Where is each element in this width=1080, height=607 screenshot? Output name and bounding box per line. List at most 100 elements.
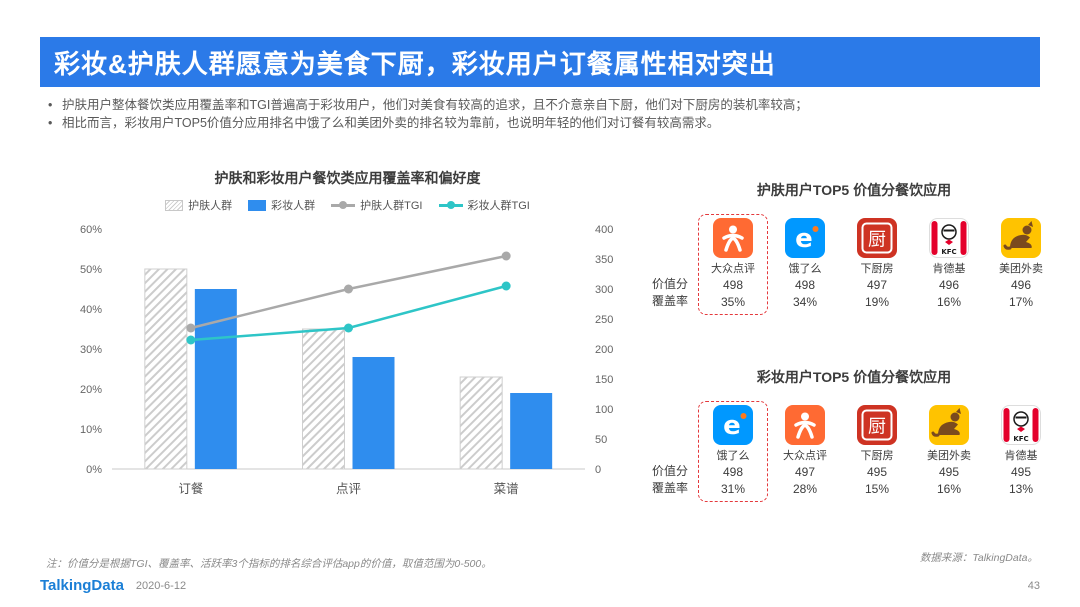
- right-axis-tick: 350: [595, 254, 613, 266]
- app-name: 下厨房: [860, 263, 894, 275]
- app-card-xiachufang: 厨下厨房 497 19%: [842, 214, 912, 315]
- xiachufang-icon: 厨: [857, 405, 897, 445]
- coverage-row-label: 覆盖率: [652, 294, 689, 308]
- eleme-icon: e: [785, 218, 825, 258]
- app-name: 肯德基: [1004, 450, 1038, 462]
- left-axis-tick: 40%: [80, 304, 102, 316]
- apps-list: e 饿了么 498 31% 大众点评 497 28% 厨下厨房 495 15% 美团外卖 495 16%…: [698, 401, 1056, 502]
- app-coverage: 17%: [1008, 295, 1034, 309]
- app-score: 497: [866, 278, 888, 292]
- app-coverage: 28%: [792, 482, 818, 496]
- app-score: 498: [722, 465, 744, 479]
- legend-item: 护肤人群: [165, 197, 232, 213]
- app-coverage: 16%: [936, 482, 962, 496]
- left-axis-tick: 0%: [86, 464, 102, 476]
- top5-makeup-panel: 彩妆用户TOP5 价值分餐饮应用 价值分 覆盖率 e 饿了么 498 31% 大众点评 4…: [652, 367, 1056, 502]
- talkingdata-logo: TalkingData: [40, 577, 124, 594]
- app-score: 495: [938, 465, 960, 479]
- app-name: 饿了么: [788, 263, 822, 275]
- legend-swatch: [331, 201, 356, 209]
- app-card-xiachufang: 厨下厨房 495 15%: [842, 401, 912, 502]
- app-name: 美团外卖: [999, 263, 1043, 275]
- app-score: 495: [1010, 465, 1032, 479]
- title-bar: 彩妆&护肤人群愿意为美食下厨，彩妆用户订餐属性相对突出: [40, 37, 1040, 87]
- app-name: 下厨房: [860, 450, 894, 462]
- top5-panels: 护肤用户TOP5 价值分餐饮应用 价值分 覆盖率 大众点评 498 35% e 饿了么 4…: [652, 180, 1056, 502]
- legend-label: 护肤人群: [188, 200, 233, 212]
- app-score: 498: [794, 278, 816, 292]
- dianping-icon: [785, 405, 825, 445]
- apps-row: 价值分 覆盖率 e 饿了么 498 31% 大众点评 497 28% 厨下厨房 495 15% 美团…: [652, 401, 1056, 502]
- bar-彩妆人群: [510, 393, 553, 469]
- bullet-item: 相比而言，彩妆用户TOP5价值分应用排名中饿了么和美团外卖的排名较为靠前，也说明…: [48, 114, 1008, 132]
- app-name: 大众点评: [783, 450, 827, 462]
- left-axis-tick: 50%: [80, 264, 102, 276]
- bullet-list: 护肤用户整体餐饮类应用覆盖率和TGI普遍高于彩妆用户，他们对美食有较高的追求，且…: [48, 96, 1008, 132]
- chart-title: 护肤和彩妆用户餐饮类应用覆盖率和偏好度: [214, 170, 481, 186]
- meituan-icon: [1001, 218, 1041, 258]
- right-axis-tick: 300: [595, 284, 613, 296]
- app-card-dianping: 大众点评 498 35%: [698, 214, 768, 315]
- app-name: 美团外卖: [927, 450, 971, 462]
- right-axis-tick: 400: [595, 224, 613, 236]
- app-card-kfc: KFC 肯德基 495 13%: [986, 401, 1056, 502]
- left-axis-tick: 60%: [80, 224, 102, 236]
- app-coverage: 35%: [720, 295, 746, 309]
- legend-swatch: [248, 199, 267, 211]
- legend-item: 护肤人群TGI: [331, 197, 423, 213]
- legend-swatch: [165, 199, 184, 211]
- app-name: 饿了么: [716, 450, 750, 462]
- right-axis-tick: 250: [595, 314, 613, 326]
- apps-row: 价值分 覆盖率 大众点评 498 35% e 饿了么 498 34% 厨下厨房 497 19% KF…: [652, 214, 1056, 315]
- legend-label: 彩妆人群: [271, 200, 316, 212]
- app-coverage: 19%: [864, 295, 890, 309]
- app-score: 496: [1010, 278, 1032, 292]
- bullet-item: 护肤用户整体餐饮类应用覆盖率和TGI普遍高于彩妆用户，他们对美食有较高的追求，且…: [48, 96, 1008, 114]
- app-coverage: 15%: [864, 482, 890, 496]
- app-name: 大众点评: [711, 263, 755, 275]
- category-label: 菜谱: [494, 482, 519, 496]
- app-score: 498: [722, 278, 744, 292]
- left-axis-tick: 20%: [80, 384, 102, 396]
- point-护肤人群TGI: [344, 284, 353, 294]
- app-coverage: 34%: [792, 295, 818, 309]
- point-彩妆人群TGI: [501, 281, 511, 291]
- app-score: 496: [938, 278, 960, 292]
- score-row-label: 价值分: [652, 464, 689, 478]
- left-axis-tick: 10%: [80, 424, 102, 436]
- bar-彩妆人群: [194, 289, 237, 469]
- chart-panel: 护肤和彩妆用户餐饮类应用覆盖率和偏好度 护肤人群 彩妆人群 护肤人群TGI 彩妆人群T…: [40, 168, 655, 512]
- top5-makeup-title: 彩妆用户TOP5 价值分餐饮应用: [756, 369, 952, 385]
- footer-bar: TalkingData 2020-6-12 43: [40, 577, 1040, 594]
- page-number: 43: [1027, 579, 1040, 592]
- app-score: 497: [794, 465, 816, 479]
- legend-marker-dot: [339, 201, 348, 209]
- top5-skincare-title: 护肤用户TOP5 价值分餐饮应用: [756, 182, 952, 198]
- category-label: 订餐: [178, 481, 204, 496]
- chart-legend: 护肤人群 彩妆人群 护肤人群TGI 彩妆人群TGI: [40, 197, 655, 213]
- legend-label: 彩妆人群TGI: [467, 200, 530, 212]
- footnote: 注：价值分是根据TGI、覆盖率、活跃率3个指标的排名综合评估app的价值，取值范…: [46, 558, 492, 570]
- svg-text:e: e: [795, 224, 813, 254]
- app-card-meituan: 美团外卖 495 16%: [914, 401, 984, 502]
- left-axis-tick: 30%: [80, 344, 102, 356]
- legend-marker-dot: [446, 201, 455, 209]
- svg-text:厨: 厨: [868, 230, 886, 251]
- app-card-eleme: e 饿了么 498 31%: [698, 401, 768, 502]
- kfc-icon: KFC: [929, 218, 969, 258]
- app-name: 肯德基: [932, 263, 966, 275]
- bar-护肤人群: [302, 328, 345, 470]
- legend-item: 彩妆人群TGI: [438, 197, 530, 213]
- app-card-eleme: e 饿了么 498 34%: [770, 214, 840, 315]
- category-label: 点评: [336, 482, 361, 496]
- right-axis-tick: 0: [595, 464, 601, 476]
- right-axis-tick: 150: [595, 374, 613, 386]
- app-coverage: 31%: [720, 482, 746, 496]
- footer-date: 2020-6-12: [135, 579, 187, 592]
- right-axis-tick: 200: [595, 344, 613, 356]
- combo-chart: 0% 10% 20% 30% 40% 50% 60% 0 50 100 150 200 250 300 35…: [80, 224, 613, 496]
- row-labels: 价值分 覆盖率: [652, 401, 698, 502]
- point-彩妆人群TGI: [344, 323, 353, 333]
- svg-text:KFC: KFC: [941, 248, 956, 256]
- app-card-dianping: 大众点评 497 28%: [770, 401, 840, 502]
